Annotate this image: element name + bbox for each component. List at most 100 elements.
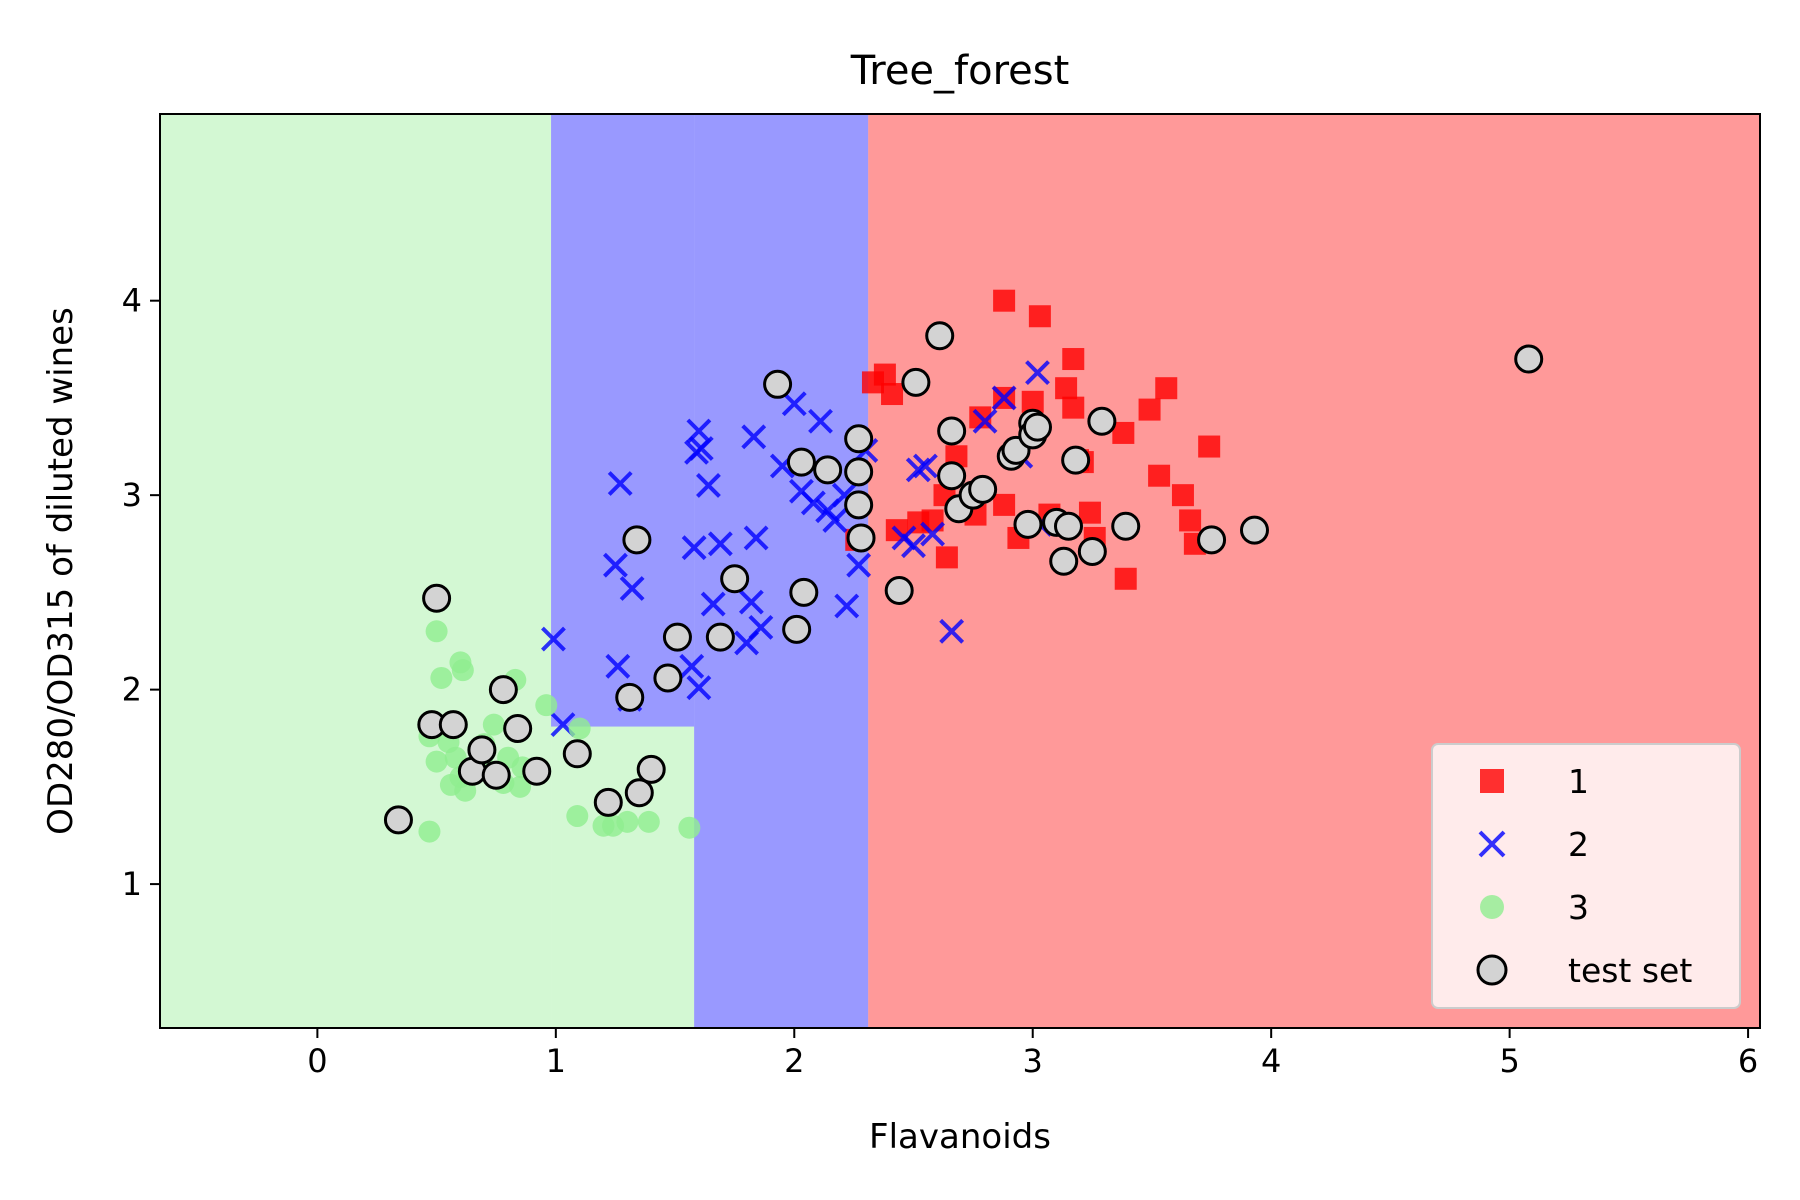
point-series-2-38 [972, 408, 998, 434]
point-series-test-set-32 [937, 416, 967, 446]
point-series-test-set-23 [789, 577, 819, 607]
y-tick-label-3: 3 [122, 476, 142, 514]
point-series-2-3 [603, 552, 628, 578]
point-series-test-set-28 [846, 523, 876, 553]
point-series-test-set-47 [1077, 537, 1107, 567]
point-series-2-35 [913, 453, 938, 479]
point-series-1-8 [1062, 396, 1085, 419]
point-series-test-set-14 [636, 754, 666, 784]
point-series-1-0 [993, 289, 1016, 312]
point-series-1-23 [1114, 567, 1137, 590]
point-series-3-3 [451, 659, 474, 682]
point-series-3-17 [509, 775, 532, 798]
point-series-test-set-7 [488, 675, 518, 705]
legend-box [1431, 743, 1741, 1009]
point-series-test-set-18 [705, 622, 735, 652]
point-series-2-27 [822, 508, 848, 533]
point-series-2-4 [619, 576, 645, 601]
point-series-2-23 [808, 408, 833, 434]
point-series-2-17 [738, 589, 764, 615]
point-series-3-26 [616, 810, 639, 833]
point-series-test-set-22 [786, 447, 816, 477]
point-series-test-set-26 [844, 457, 874, 487]
point-series-3-28 [678, 816, 701, 839]
point-series-1-17 [1198, 435, 1221, 458]
point-series-test-set-44 [1049, 546, 1079, 576]
x-tick-label-4: 4 [1261, 1042, 1281, 1080]
point-series-2-30 [846, 552, 872, 578]
point-series-2-5 [605, 653, 631, 679]
point-series-test-set-21 [782, 614, 812, 644]
point-series-test-set-33 [937, 461, 967, 491]
point-series-2-34 [905, 457, 931, 483]
point-series-2-39 [991, 385, 1017, 411]
point-series-2-0 [541, 626, 566, 652]
x-tick-label-6: 6 [1738, 1042, 1758, 1080]
point-series-2-15 [686, 675, 712, 701]
x-tick-label-3: 3 [1023, 1042, 1043, 1080]
data-points [383, 289, 1544, 843]
chart-title: Tree_forest [850, 48, 1070, 94]
point-series-3-19 [425, 750, 448, 773]
x-tick-label-0: 0 [307, 1042, 327, 1080]
point-series-test-set-9 [522, 756, 552, 786]
y-tick-label-4: 4 [122, 282, 142, 320]
point-series-2-33 [901, 533, 926, 559]
point-series-3-0 [425, 620, 448, 643]
point-series-2-11 [681, 535, 707, 561]
legend-marker-3 [1480, 895, 1504, 919]
legend-label-test-set: test set [1568, 951, 1692, 990]
point-series-1-4 [1021, 390, 1044, 413]
legend-marker-1 [1480, 769, 1504, 793]
point-series-2-9 [696, 473, 721, 498]
point-series-test-set-19 [720, 564, 750, 594]
point-series-test-set-1 [422, 583, 452, 613]
point-series-test-set-42 [1022, 412, 1052, 442]
point-series-1-3 [1062, 348, 1085, 371]
x-tick-label-5: 5 [1499, 1042, 1519, 1080]
point-series-test-set-49 [1111, 511, 1141, 541]
point-series-3-21 [418, 820, 441, 843]
point-series-test-set-50 [1197, 525, 1227, 555]
y-axis-label: OD280/OD315 of diluted wines [41, 307, 81, 835]
x-tick-label-2: 2 [784, 1042, 804, 1080]
decision-region-class-3-1 [551, 726, 695, 1028]
point-series-1-6 [1155, 377, 1178, 400]
point-series-test-set-11 [593, 787, 623, 817]
point-series-1-19 [1148, 464, 1171, 487]
point-series-2-13 [700, 591, 726, 617]
point-series-test-set-51 [1239, 515, 1269, 545]
point-series-test-set-0 [383, 805, 413, 835]
point-series-2-20 [741, 424, 767, 450]
point-series-3-22 [568, 717, 591, 740]
point-series-test-set-12 [615, 682, 645, 712]
point-series-1-32 [993, 493, 1016, 516]
point-series-test-set-8 [503, 714, 533, 744]
point-series-test-set-24 [813, 455, 843, 485]
decision-region-class-3-0 [160, 114, 552, 1028]
point-series-2-29 [834, 593, 860, 619]
point-series-3-18 [535, 694, 558, 717]
point-series-3-11 [482, 713, 505, 736]
x-axis-label: Flavanoids [869, 1117, 1051, 1157]
point-series-test-set-16 [653, 663, 683, 693]
point-series-1-5 [1055, 377, 1078, 400]
point-series-test-set-31 [925, 321, 955, 351]
point-series-2-41 [1025, 360, 1050, 386]
point-series-1-24 [1078, 501, 1101, 524]
y-tick-label-1: 1 [122, 865, 142, 903]
point-series-test-set-25 [844, 424, 874, 454]
legend-label-2: 2 [1568, 825, 1589, 864]
point-series-test-set-10 [562, 739, 592, 769]
point-series-1-13 [1112, 421, 1135, 444]
point-series-test-set-29 [884, 575, 914, 605]
point-series-test-set-46 [1061, 445, 1091, 475]
point-series-2-19 [734, 630, 760, 656]
point-series-test-set-45 [1053, 511, 1083, 541]
point-series-3-23 [566, 805, 589, 828]
point-series-2-12 [707, 531, 733, 557]
point-series-2-22 [781, 391, 807, 417]
point-series-test-set-15 [622, 525, 652, 555]
legend-label-3: 3 [1568, 888, 1589, 927]
decision-region-class-2-2 [551, 114, 695, 727]
